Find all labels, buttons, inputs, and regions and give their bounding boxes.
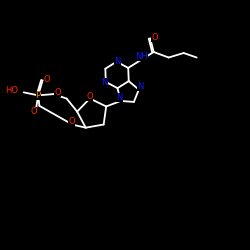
Text: O: O [54,88,61,97]
Text: N: N [116,93,123,102]
Text: NH: NH [136,52,148,61]
Text: O: O [86,92,93,101]
Text: HO: HO [5,86,18,95]
Text: N: N [102,78,108,88]
Text: O: O [68,117,75,126]
Text: P: P [36,91,41,100]
Text: O: O [44,75,51,84]
Text: O: O [151,32,158,42]
Text: O: O [31,107,38,116]
Text: N: N [137,82,143,91]
Text: N: N [114,57,121,66]
